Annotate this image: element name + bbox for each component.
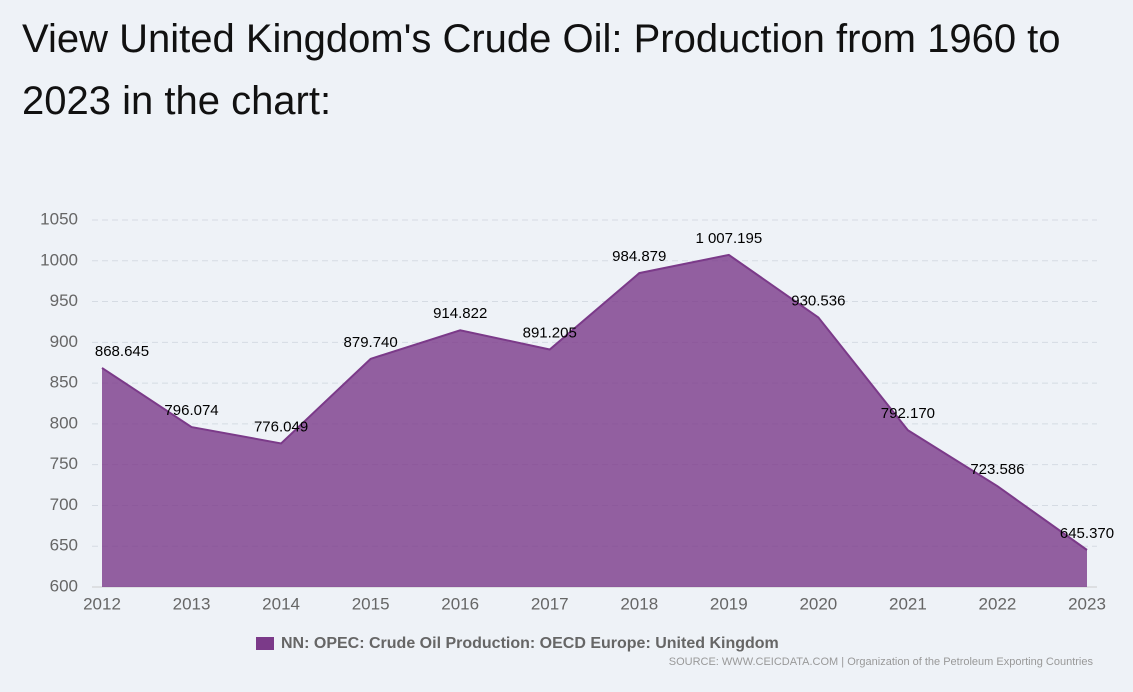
area-line bbox=[101, 253, 1088, 551]
x-tick-label: 2017 bbox=[531, 594, 569, 613]
y-tick-label: 600 bbox=[50, 576, 78, 595]
y-tick-label: 800 bbox=[50, 413, 78, 432]
x-tick-label: 2013 bbox=[173, 594, 211, 613]
data-label: 914.822 bbox=[433, 305, 487, 322]
data-label: 868.645 bbox=[95, 343, 149, 360]
data-label: 776.049 bbox=[254, 418, 308, 435]
area-fill bbox=[102, 254, 1087, 587]
legend-swatch bbox=[256, 637, 274, 650]
y-tick-label: 700 bbox=[50, 495, 78, 514]
data-label: 645.370 bbox=[1060, 525, 1114, 542]
legend-label: NN: OPEC: Crude Oil Production: OECD Eur… bbox=[281, 635, 779, 652]
data-label: 723.586 bbox=[970, 461, 1024, 478]
chart-title: View United Kingdom's Crude Oil: Product… bbox=[22, 17, 1061, 123]
data-label: 796.074 bbox=[164, 402, 218, 419]
data-label: 930.536 bbox=[791, 292, 845, 309]
x-tick-label: 2016 bbox=[441, 594, 479, 613]
x-tick-label: 2018 bbox=[620, 594, 658, 613]
x-tick-label: 2020 bbox=[799, 594, 837, 613]
x-tick-label: 2015 bbox=[352, 594, 390, 613]
y-tick-label: 900 bbox=[50, 332, 78, 351]
data-label: 1 007.195 bbox=[695, 230, 762, 247]
x-tick-label: 2019 bbox=[710, 594, 748, 613]
data-label: 879.740 bbox=[344, 334, 398, 351]
y-tick-label: 1000 bbox=[40, 250, 78, 269]
y-tick-label: 750 bbox=[50, 454, 78, 473]
y-tick-label: 1050 bbox=[40, 209, 78, 228]
x-tick-label: 2021 bbox=[889, 594, 927, 613]
x-tick-label: 2023 bbox=[1068, 594, 1106, 613]
data-label: 984.879 bbox=[612, 248, 666, 265]
x-tick-label: 2012 bbox=[83, 594, 121, 613]
data-label: 792.170 bbox=[881, 405, 935, 422]
y-tick-label: 950 bbox=[50, 291, 78, 310]
source: SOURCE: WWW.CEICDATA.COM | Organization … bbox=[669, 656, 1094, 668]
y-tick-label: 850 bbox=[50, 373, 78, 392]
x-tick-label: 2022 bbox=[979, 594, 1017, 613]
y-tick-label: 650 bbox=[50, 536, 78, 555]
x-tick-label: 2014 bbox=[262, 594, 300, 613]
data-label: 891.205 bbox=[523, 324, 577, 341]
